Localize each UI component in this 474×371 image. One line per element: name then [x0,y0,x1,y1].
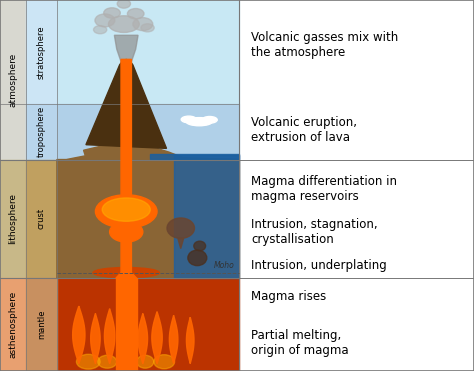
Ellipse shape [137,355,154,368]
Bar [150,154,239,159]
Polygon shape [116,59,137,278]
Ellipse shape [95,195,157,228]
Bar [0,278,239,371]
Ellipse shape [202,116,217,123]
Bar [26,104,57,160]
Text: Intrusion, underplating: Intrusion, underplating [251,259,387,272]
Text: Volcanic eruption,
extrusion of lava: Volcanic eruption, extrusion of lava [251,116,357,144]
Ellipse shape [186,118,212,126]
Ellipse shape [98,355,117,368]
Ellipse shape [109,222,143,242]
Polygon shape [73,306,85,364]
Ellipse shape [109,16,139,32]
Polygon shape [116,278,137,371]
Polygon shape [104,309,115,364]
Bar [26,0,57,104]
Ellipse shape [194,241,206,251]
Bar [0,0,239,104]
Text: Magma differentiation in
magma reservoirs: Magma differentiation in magma reservoir… [251,175,397,203]
Ellipse shape [117,0,130,8]
Text: Volcanic gasses mix with
the atmosphere: Volcanic gasses mix with the atmosphere [251,30,399,59]
Text: lithosphere: lithosphere [9,193,18,244]
Text: Magma rises: Magma rises [251,290,327,303]
Polygon shape [57,141,239,278]
Text: stratosphere: stratosphere [37,25,46,79]
Text: mantle: mantle [37,310,46,339]
Polygon shape [138,313,147,364]
Ellipse shape [102,198,150,221]
Ellipse shape [128,9,144,19]
Text: crust: crust [37,209,46,229]
Polygon shape [114,35,138,63]
Ellipse shape [181,116,196,123]
Text: atmosphere: atmosphere [9,53,18,107]
Polygon shape [169,315,178,364]
Bar [0,160,26,278]
Text: Partial melting,
origin of magma: Partial melting, origin of magma [251,329,349,357]
Ellipse shape [141,24,154,32]
Polygon shape [152,312,162,364]
Ellipse shape [76,354,100,369]
Text: troposphere: troposphere [37,106,46,157]
Text: asthenosphere: asthenosphere [9,291,18,358]
Ellipse shape [188,250,207,266]
Text: Moho: Moho [214,261,235,270]
Ellipse shape [93,26,107,34]
Polygon shape [178,239,183,249]
Bar [26,278,57,371]
Ellipse shape [93,267,159,278]
Text: Intrusion, stagnation,
crystallisation: Intrusion, stagnation, crystallisation [251,218,378,246]
Bar [26,160,57,278]
Polygon shape [86,59,166,148]
Bar [0,278,26,371]
Ellipse shape [154,355,174,369]
Polygon shape [186,317,194,364]
Bar [0,0,26,160]
Bar [0,160,239,278]
Bar [173,155,239,278]
Bar [0,104,239,160]
Ellipse shape [133,17,153,30]
Ellipse shape [95,14,115,27]
Ellipse shape [167,218,194,239]
Polygon shape [91,313,100,364]
Ellipse shape [104,8,120,18]
